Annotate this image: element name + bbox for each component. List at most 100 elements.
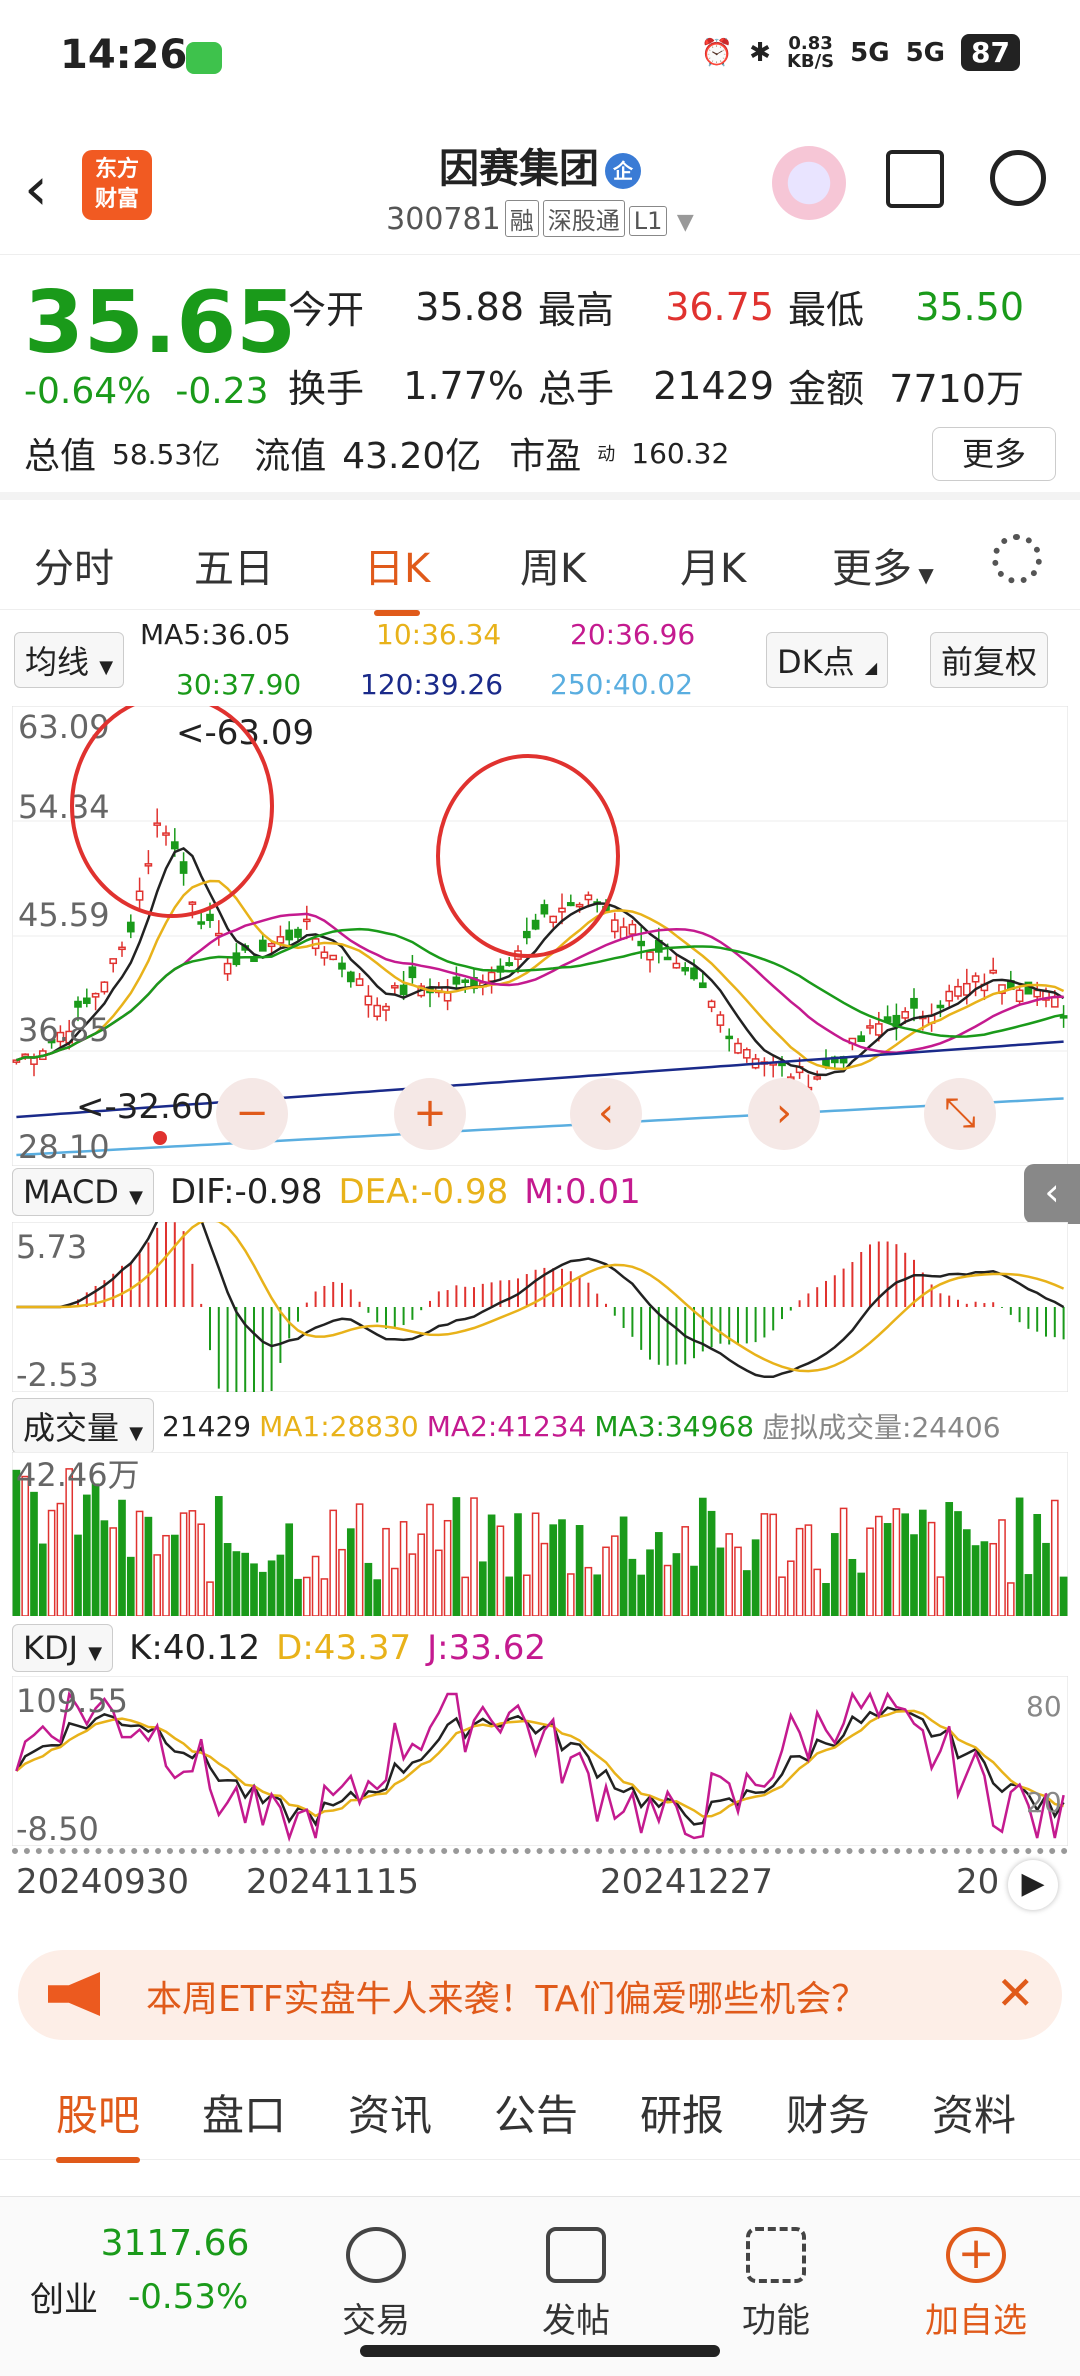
tab-intraday[interactable]: 分时 bbox=[34, 546, 114, 592]
tab-monthly-k[interactable]: 月K bbox=[680, 546, 747, 592]
volume-bar bbox=[47, 1509, 56, 1616]
banner-text: 本周ETF实盘牛人来袭！TA们偏爱哪些机会？ bbox=[146, 1979, 868, 2020]
macd-selector[interactable]: MACD ▼ bbox=[12, 1168, 154, 1216]
volume-bar bbox=[901, 1513, 910, 1616]
content-tabs: 股吧 盘口 资讯 公告 研报 财务 资料 bbox=[0, 2060, 1080, 2163]
volume-bar bbox=[179, 1512, 188, 1616]
nav-post[interactable]: 发帖 bbox=[506, 2227, 646, 2342]
tab-five-day[interactable]: 五日 bbox=[194, 546, 274, 592]
candle bbox=[250, 958, 258, 963]
volume-bar bbox=[162, 1534, 170, 1616]
candle bbox=[610, 919, 619, 933]
back-icon[interactable]: ‹ bbox=[24, 154, 48, 224]
settings-gear-icon[interactable] bbox=[992, 534, 1042, 584]
volume-bar bbox=[936, 1576, 945, 1616]
zoom-out-button[interactable]: − bbox=[216, 1078, 288, 1150]
volume-bar bbox=[1006, 1582, 1015, 1616]
share-icon[interactable] bbox=[886, 150, 944, 208]
collapse-panel-icon[interactable]: ‹ bbox=[1024, 1164, 1080, 1224]
tab-announcements[interactable]: 公告 bbox=[494, 2091, 579, 2140]
pan-right-button[interactable]: › bbox=[748, 1078, 820, 1150]
candle bbox=[637, 940, 646, 947]
volume-bar bbox=[822, 1583, 830, 1616]
volume-bar bbox=[285, 1523, 294, 1616]
volume-bar bbox=[698, 1497, 707, 1616]
candle bbox=[285, 929, 294, 941]
tab-guba[interactable]: 股吧 bbox=[56, 2082, 141, 2163]
assistant-avatar[interactable] bbox=[772, 146, 846, 220]
adjust-button[interactable]: 前复权 bbox=[930, 632, 1049, 688]
pan-left-button[interactable]: ‹ bbox=[570, 1078, 642, 1150]
tab-pankou[interactable]: 盘口 bbox=[202, 2091, 287, 2140]
candle bbox=[399, 984, 408, 995]
hand-circle-1 bbox=[70, 706, 274, 918]
kdj-selector[interactable]: KDJ ▼ bbox=[12, 1624, 114, 1672]
tab-weekly-k[interactable]: 周K bbox=[520, 546, 587, 592]
ma120-line bbox=[16, 1040, 1064, 1119]
scroll-right-icon[interactable]: ▶ bbox=[1008, 1860, 1058, 1910]
candle bbox=[338, 962, 346, 970]
volume-bar bbox=[452, 1497, 461, 1616]
svg-text:20: 20 bbox=[1026, 1786, 1062, 1819]
candle bbox=[126, 921, 135, 933]
volume-bar bbox=[478, 1561, 487, 1616]
date-ticks bbox=[12, 1846, 1068, 1854]
candle bbox=[566, 902, 575, 907]
tab-finance[interactable]: 财务 bbox=[786, 2091, 871, 2140]
candle bbox=[276, 936, 285, 944]
nav-add-watchlist[interactable]: + 加自选 bbox=[925, 2227, 1027, 2341]
candle bbox=[822, 1059, 830, 1067]
volume-bar bbox=[1033, 1514, 1042, 1616]
candle bbox=[197, 921, 206, 925]
tab-daily-k[interactable]: 日K bbox=[364, 536, 430, 616]
candle bbox=[725, 1035, 734, 1040]
status-right: ⏰ ✱ 0.83 KB/S 5G 5G 87 bbox=[701, 34, 1020, 71]
quote-label: 今开 bbox=[288, 288, 365, 332]
candle bbox=[1015, 989, 1024, 1003]
volume-bar bbox=[989, 1542, 998, 1616]
dk-point-button[interactable]: DK点 ◢ bbox=[766, 632, 889, 688]
index-widget[interactable]: 3117.66 创业 -0.53% bbox=[30, 2223, 250, 2320]
more-button[interactable]: 更多 bbox=[932, 427, 1056, 481]
volume-bar bbox=[188, 1510, 197, 1616]
volume-bar bbox=[390, 1567, 399, 1616]
candle bbox=[100, 981, 109, 993]
volume-bar bbox=[998, 1519, 1006, 1616]
candle bbox=[962, 982, 971, 996]
candle bbox=[223, 962, 232, 975]
nav-trade[interactable]: 交易 bbox=[306, 2227, 446, 2342]
candle bbox=[82, 997, 91, 1004]
candle bbox=[452, 976, 461, 985]
search-icon[interactable] bbox=[990, 150, 1046, 206]
ma-selector[interactable]: 均线 ▼ bbox=[14, 632, 125, 688]
tab-research[interactable]: 研报 bbox=[640, 2091, 725, 2140]
candle bbox=[162, 832, 170, 836]
tab-profile[interactable]: 资料 bbox=[932, 2091, 1017, 2140]
volume-bar bbox=[558, 1519, 566, 1616]
candle bbox=[355, 978, 364, 987]
zoom-in-button[interactable]: + bbox=[394, 1078, 466, 1150]
candle bbox=[698, 982, 707, 989]
tab-more[interactable]: 更多 ▼ bbox=[832, 546, 934, 592]
close-icon[interactable]: ✕ bbox=[996, 1966, 1035, 2020]
y-label-2: 54.34 bbox=[18, 788, 110, 826]
volume-bar bbox=[100, 1520, 109, 1616]
candle bbox=[364, 995, 373, 1006]
quote-value: 7710万 bbox=[889, 367, 1024, 411]
candle bbox=[558, 907, 566, 913]
promo-banner[interactable]: 本周ETF实盘牛人来袭！TA们偏爱哪些机会？ ✕ bbox=[18, 1950, 1062, 2040]
volume-bar bbox=[1015, 1497, 1024, 1616]
volume-bar bbox=[434, 1549, 443, 1616]
volume-bar bbox=[417, 1533, 426, 1616]
volume-bar bbox=[135, 1510, 144, 1616]
dif-line bbox=[16, 1222, 1065, 1379]
tab-news[interactable]: 资讯 bbox=[348, 2091, 433, 2140]
volume-selector[interactable]: 成交量 ▼ bbox=[12, 1398, 155, 1454]
volume-bar bbox=[681, 1526, 690, 1616]
nav-functions[interactable]: 功能 bbox=[706, 2227, 846, 2342]
volume-bar bbox=[830, 1533, 839, 1616]
fullscreen-icon[interactable]: ⤡ bbox=[924, 1078, 996, 1150]
volume-bar bbox=[329, 1509, 338, 1616]
volume-bar bbox=[65, 1468, 74, 1616]
kline-chart[interactable]: 63.09 54.34 45.59 36.85 28.10 <-63.09 <-… bbox=[12, 706, 1068, 1166]
